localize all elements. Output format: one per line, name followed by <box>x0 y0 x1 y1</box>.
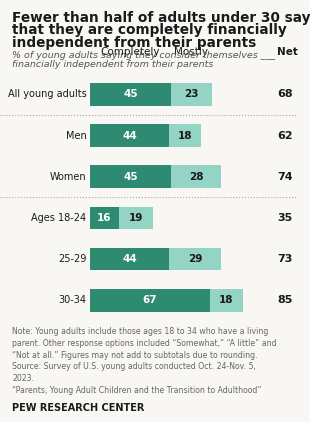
Text: Net: Net <box>277 47 298 57</box>
Text: 85: 85 <box>277 295 292 305</box>
Text: Note: Young adults include those ages 18 to 34 who have a living
parent. Other r: Note: Young adults include those ages 18… <box>12 327 277 395</box>
Text: 19: 19 <box>129 213 143 223</box>
Text: financially independent from their parents: financially independent from their paren… <box>12 60 214 69</box>
Text: 45: 45 <box>123 89 138 99</box>
Text: 25-29: 25-29 <box>58 254 86 264</box>
Text: 18: 18 <box>219 295 234 305</box>
Text: Mostly: Mostly <box>175 47 209 57</box>
Text: Fewer than half of adults under 30 say: Fewer than half of adults under 30 say <box>12 11 310 24</box>
Bar <box>119 206 153 229</box>
Text: 29: 29 <box>188 254 202 264</box>
Bar <box>171 165 221 188</box>
Bar <box>90 289 210 311</box>
Text: 44: 44 <box>122 254 137 264</box>
Text: 67: 67 <box>143 295 157 305</box>
Bar <box>210 289 243 311</box>
Text: 23: 23 <box>184 89 199 99</box>
Text: 30-34: 30-34 <box>58 295 86 305</box>
Text: 45: 45 <box>123 172 138 182</box>
Bar <box>169 248 221 271</box>
Bar <box>90 165 171 188</box>
Text: Men: Men <box>65 130 86 141</box>
Text: All young adults: All young adults <box>7 89 86 99</box>
Text: PEW RESEARCH CENTER: PEW RESEARCH CENTER <box>12 403 145 413</box>
Bar <box>169 124 202 147</box>
Text: 18: 18 <box>178 130 193 141</box>
Text: 62: 62 <box>277 130 293 141</box>
Text: Women: Women <box>50 172 86 182</box>
Text: 35: 35 <box>277 213 292 223</box>
Text: 74: 74 <box>277 172 293 182</box>
Text: % of young adults saying they consider themselves ___: % of young adults saying they consider t… <box>12 51 275 60</box>
Text: Ages 18-24: Ages 18-24 <box>31 213 86 223</box>
Bar <box>90 83 171 106</box>
Text: 28: 28 <box>189 172 203 182</box>
Text: 73: 73 <box>277 254 292 264</box>
Text: Completely: Completely <box>101 47 160 57</box>
Text: 16: 16 <box>97 213 112 223</box>
Bar <box>90 248 169 271</box>
Bar <box>90 206 119 229</box>
Text: independent from their parents: independent from their parents <box>12 36 257 50</box>
Text: 68: 68 <box>277 89 293 99</box>
Text: that they are completely financially: that they are completely financially <box>12 23 287 37</box>
Text: 44: 44 <box>122 130 137 141</box>
Bar <box>90 124 169 147</box>
Bar <box>171 83 212 106</box>
